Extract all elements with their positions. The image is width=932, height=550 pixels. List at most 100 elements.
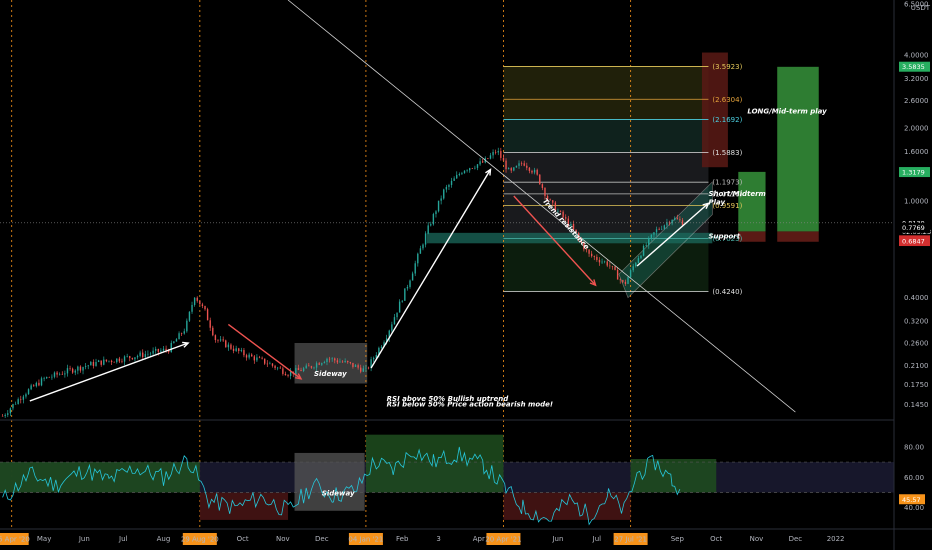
- candle-body: [175, 339, 178, 342]
- time-label-5: Oct: [237, 535, 249, 543]
- time-label-16: Dec: [789, 535, 803, 543]
- fib-zone-lower: [503, 238, 709, 292]
- candle-body: [557, 210, 559, 212]
- rsi-bull-zone-3: [630, 459, 717, 493]
- candle-body: [507, 168, 510, 170]
- candle-body: [167, 350, 170, 353]
- candle-body: [51, 376, 53, 378]
- candle-body: [12, 404, 14, 409]
- candle-body: [606, 261, 608, 266]
- candle-body: [193, 297, 196, 305]
- candle-body: [79, 366, 82, 371]
- candle-body: [30, 385, 32, 390]
- time-label-12: Jul: [592, 535, 602, 543]
- price-tick-4: 2.6000: [904, 97, 929, 105]
- fib-label-5: (1.1973): [712, 179, 742, 187]
- candle-body: [53, 372, 56, 377]
- candle-body: [640, 255, 642, 259]
- candle-body: [279, 367, 281, 369]
- short-play-stop: [738, 231, 766, 242]
- candle-body: [546, 196, 549, 200]
- candle-body: [552, 200, 554, 203]
- candle-body: [235, 348, 237, 351]
- candle-body: [87, 365, 89, 367]
- price-tick-7: 1.0000: [904, 198, 929, 206]
- candle-body: [323, 362, 326, 364]
- candle-body: [458, 174, 461, 175]
- annotation-4: LONG/Mid-term play: [747, 107, 827, 115]
- candle-body: [513, 167, 515, 171]
- time-label-1: May: [37, 535, 51, 543]
- candle-body: [650, 234, 653, 239]
- price-axis[interactable]: 6.5000 4.0000 3.2000 2.6000 2.0000 1.6000 1.00…: [899, 1, 931, 513]
- candle-body: [388, 330, 390, 339]
- rsi-sideway-label: Sideway: [322, 490, 355, 498]
- candle-body: [183, 331, 185, 334]
- candle-body: [263, 358, 266, 364]
- uptrend-arrow-3-head: [702, 202, 710, 210]
- candle-body: [1, 416, 4, 417]
- date-marker-tag-3: 04 Jan '21: [348, 536, 383, 544]
- candle-body: [526, 165, 528, 168]
- candle-body: [48, 377, 51, 378]
- candle-body: [637, 258, 640, 263]
- fib-label-2: (2.6304): [712, 96, 742, 104]
- fib-label-9: (0.4240): [712, 288, 742, 296]
- candle-body: [84, 366, 87, 368]
- time-axis[interactable]: May Jun Jul Aug Oct Nov Dec Feb 3 Apr Jun Jul Sep Oct…: [0, 533, 845, 545]
- downtrend-arrow-2-head: [589, 279, 597, 287]
- candle-body: [302, 368, 305, 371]
- candle-body: [17, 399, 19, 405]
- candle-body: [225, 340, 227, 348]
- price-tag-1: 3.5835: [902, 63, 925, 71]
- price-tick-2: 4.0000: [904, 52, 929, 60]
- annotation-3: Support: [708, 233, 740, 241]
- time-label-6: Nov: [276, 535, 290, 543]
- candle-body: [518, 163, 520, 166]
- candle-body: [489, 155, 492, 159]
- candle-body: [476, 164, 479, 168]
- candle-body: [404, 288, 406, 301]
- candle-body: [43, 378, 45, 379]
- candle-body: [258, 357, 261, 359]
- candle-body: [679, 219, 681, 221]
- candle-body: [627, 277, 629, 284]
- candle-body: [105, 359, 108, 362]
- rsi-tick-3: 40.00: [904, 504, 924, 512]
- candle-body: [424, 233, 427, 245]
- candle-body: [139, 352, 141, 356]
- candle-body: [227, 344, 230, 348]
- candle-body: [110, 360, 113, 362]
- candle-body: [305, 365, 307, 369]
- time-label-2: Jun: [78, 535, 90, 543]
- fib-label-6: (1.0716): [712, 190, 742, 198]
- candle-body: [282, 368, 284, 374]
- candle-body: [391, 324, 393, 331]
- candle-body: [681, 220, 684, 226]
- candle-body: [238, 348, 240, 352]
- candle-body: [344, 360, 346, 363]
- candle-body: [92, 361, 95, 366]
- price-tick-11: 0.2600: [904, 340, 929, 348]
- candle-body: [126, 356, 128, 357]
- candle-body: [590, 253, 593, 257]
- candle-body: [437, 200, 440, 212]
- candle-body: [347, 360, 349, 363]
- candle-body: [603, 261, 606, 263]
- date-marker-tag-1: 06 Apr '20: [0, 536, 30, 544]
- candle-body: [27, 389, 30, 395]
- candle-body: [494, 152, 497, 153]
- candle-body: [121, 361, 123, 363]
- candle-body: [266, 363, 268, 365]
- drawings: [0, 0, 894, 413]
- candle-body: [583, 242, 585, 250]
- currency-label: USDT: [911, 4, 931, 12]
- candle-body: [56, 372, 58, 375]
- fibonacci-levels: (3.5923) (2.6304) (2.1692) (1.5883) (1.1973)…: [503, 63, 743, 296]
- candle-body: [611, 266, 614, 267]
- candle-body: [471, 168, 474, 169]
- candle-body: [33, 385, 35, 387]
- candle-body: [160, 350, 162, 352]
- candle-body: [580, 238, 582, 243]
